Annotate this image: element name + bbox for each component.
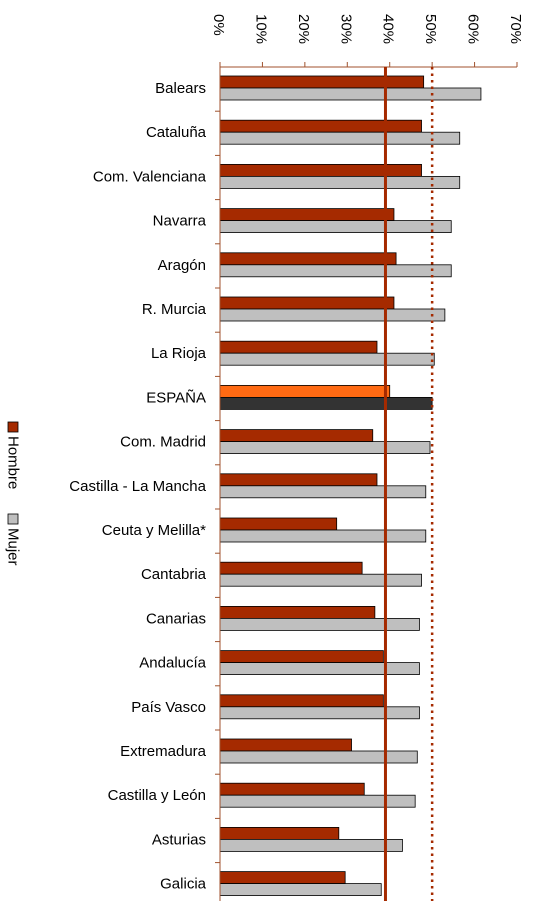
category-label: La Rioja [151, 345, 207, 362]
x-tick-label: 30% [337, 14, 354, 44]
category-label: Aragón [158, 257, 206, 274]
bar-hombre [219, 208, 395, 222]
bar-hombre [219, 517, 338, 531]
category-label: Cataluña [146, 124, 207, 141]
category-label: Navarra [153, 213, 207, 230]
bar-hombre [219, 75, 425, 89]
bar-mujer [219, 396, 433, 410]
bar-hombre [219, 429, 374, 443]
bar-hombre [219, 871, 346, 884]
x-tick-label: 20% [295, 14, 312, 44]
x-tick-label: 10% [252, 14, 269, 44]
bar-mujer [219, 485, 427, 499]
category-label: R. Murcia [142, 301, 207, 318]
x-tick-label: 70% [507, 14, 524, 44]
bar-mujer [219, 220, 452, 234]
bar-hombre [219, 738, 352, 752]
bar-mujer [219, 529, 427, 543]
category-label: Cantabria [141, 566, 207, 583]
bar-mujer [219, 573, 422, 587]
bar-hombre [219, 384, 391, 398]
bar-mujer [219, 706, 420, 720]
bar-mujer [219, 308, 446, 322]
legend: Hombre Mujer [5, 421, 22, 566]
bar-hombre [219, 163, 422, 177]
bar-mujer [219, 87, 482, 101]
x-axis-ticks: 0% 10% 20% 30% 40% 50% 60% 70% [210, 14, 524, 67]
category-label: Andalucía [139, 655, 206, 672]
x-tick-label: 60% [465, 14, 482, 44]
bar-mujer [219, 750, 418, 764]
bar-mujer [219, 839, 403, 852]
bar-mujer [219, 175, 461, 189]
bar-mujer [219, 618, 420, 631]
category-label: ESPAÑA [146, 389, 206, 406]
category-label: Com. Valenciana [93, 168, 207, 185]
bar-mujer [219, 131, 461, 145]
legend-group: Hombre Mujer [5, 421, 22, 566]
legend-swatch-mujer [7, 513, 19, 525]
legend-label-hombre: Hombre [5, 436, 22, 489]
bars [219, 75, 482, 896]
category-labels: Balears Cataluña Com. Valenciana Navarra Ara… [69, 80, 206, 893]
category-label: Ceuta y Melilla* [102, 522, 206, 539]
legend-swatch-hombre [7, 421, 19, 433]
bar-mujer [219, 441, 431, 455]
bar-mujer [219, 264, 452, 278]
bar-hombre [219, 119, 422, 133]
category-label: País Vasco [131, 699, 206, 716]
x-tick-label: 0% [210, 14, 227, 36]
category-label: Castilla y León [108, 787, 206, 804]
category-label: Balears [155, 80, 206, 97]
category-label: Castilla - La Mancha [69, 478, 206, 495]
legend-label-mujer: Mujer [5, 528, 22, 566]
bar-hombre [219, 827, 340, 840]
bar-hombre [219, 694, 384, 708]
bar-hombre [219, 473, 378, 487]
category-label: Canarias [146, 610, 206, 627]
axes [215, 66, 517, 901]
category-label: Extremadura [120, 743, 207, 760]
bar-hombre [219, 606, 376, 619]
bar-mujer [219, 352, 435, 366]
bar-hombre [219, 782, 365, 796]
category-label: Asturias [152, 831, 206, 848]
reference-lines [383, 67, 434, 901]
bar-mujer [219, 883, 382, 896]
x-tick-label: 40% [380, 14, 397, 44]
category-label: Com. Madrid [120, 434, 206, 451]
bar-hombre [219, 340, 378, 354]
category-label: Galicia [160, 876, 207, 893]
bar-hombre [219, 650, 384, 663]
bar-hombre [219, 296, 395, 310]
bar-hombre [219, 561, 363, 575]
bar-hombre [219, 252, 397, 266]
bar-mujer [219, 662, 420, 675]
x-tick-label: 50% [422, 14, 439, 44]
